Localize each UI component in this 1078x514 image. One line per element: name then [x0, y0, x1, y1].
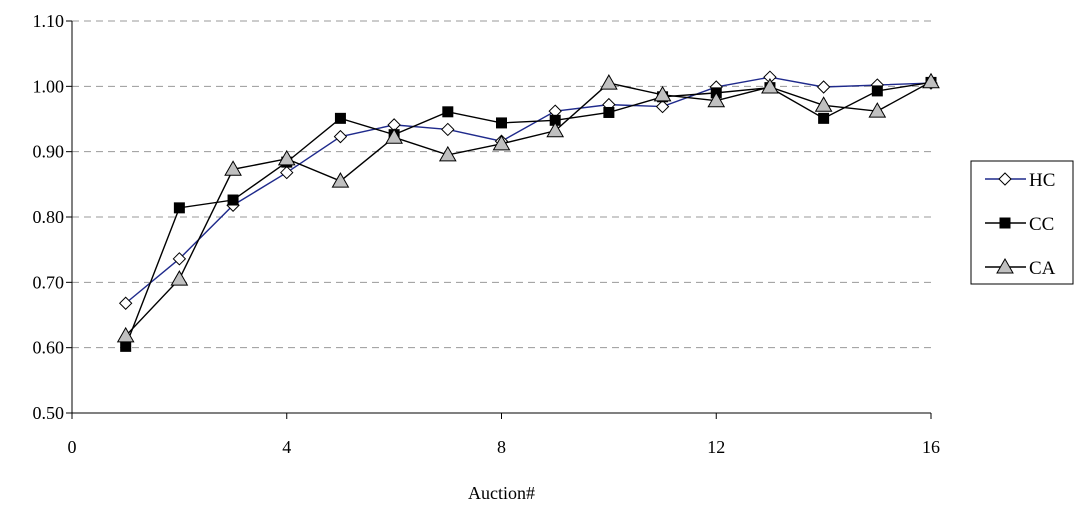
legend-label: HC: [1029, 170, 1055, 191]
series-line: [125, 81, 932, 347]
data-point: [120, 340, 132, 352]
series-line: [125, 81, 932, 337]
legend-label: CA: [1029, 258, 1056, 279]
data-point: [334, 112, 346, 124]
series-ca: [116, 72, 940, 343]
axes: [66, 20, 932, 419]
y-tick-label: 1.10: [33, 11, 65, 31]
legend-marker: [998, 172, 1012, 186]
data-point: [871, 85, 883, 97]
data-point: [172, 252, 187, 266]
data-point: [603, 106, 615, 118]
data-point: [492, 134, 511, 151]
data-point: [546, 121, 565, 138]
series-line: [125, 76, 932, 304]
data-point: [818, 112, 830, 124]
x-tick-label: 12: [707, 437, 725, 457]
data-point: [496, 117, 507, 129]
legend-label: CC: [1029, 214, 1054, 235]
data-point: [385, 128, 403, 144]
series-hc: [118, 70, 938, 310]
gridlines: [72, 20, 931, 349]
data-point: [227, 194, 239, 206]
y-tick-labels: 0.50 0.60 0.70 0.80 0.90 1.00 1.10: [33, 11, 65, 423]
y-tick-label: 0.70: [33, 272, 65, 292]
data-point: [277, 149, 296, 166]
data-point: [331, 172, 350, 188]
data-point: [118, 296, 133, 310]
legend-entry: HC: [985, 170, 1055, 191]
series: [116, 70, 940, 352]
data-point: [922, 72, 940, 89]
data-point: [868, 102, 887, 118]
data-point: [173, 202, 185, 214]
data-point: [224, 160, 242, 176]
y-tick-label: 0.60: [33, 338, 65, 358]
data-point: [280, 165, 294, 180]
y-tick-label: 1.00: [33, 76, 65, 96]
data-point: [653, 85, 672, 102]
x-tick-label: 16: [922, 437, 940, 457]
data-point: [600, 74, 618, 90]
legend-entry: CC: [985, 214, 1054, 235]
data-point: [707, 91, 726, 108]
y-tick-label: 0.50: [33, 403, 65, 423]
x-tick-label: 4: [282, 437, 291, 457]
x-tick-labels: 0 4 8 12 16: [68, 437, 941, 457]
data-point: [438, 145, 457, 162]
legend-marker: [996, 257, 1014, 274]
legend-entry: CA: [985, 257, 1056, 279]
data-point: [116, 326, 135, 343]
data-point: [655, 99, 670, 114]
data-point: [441, 122, 455, 137]
data-point: [761, 77, 779, 94]
data-point: [442, 106, 454, 118]
x-tick-label: 8: [497, 437, 506, 457]
legend-marker: [999, 217, 1011, 229]
data-point: [333, 129, 348, 144]
data-point: [814, 96, 833, 112]
y-tick-label: 0.90: [33, 142, 65, 162]
data-point: [170, 270, 189, 286]
x-axis-label: Auction#: [468, 483, 535, 503]
y-tick-label: 0.80: [33, 207, 65, 227]
legend: HC CC CA: [970, 160, 1074, 285]
series-cc: [120, 76, 937, 352]
x-tick-label: 0: [68, 437, 77, 457]
data-point: [816, 80, 831, 94]
